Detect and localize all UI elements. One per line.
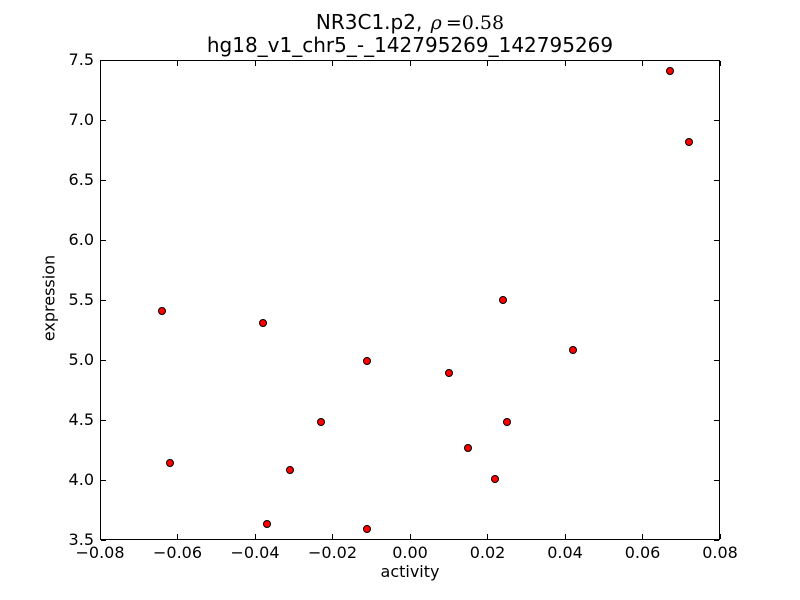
x-tick-label: −0.06 bbox=[152, 543, 203, 562]
data-point bbox=[665, 66, 674, 75]
x-tick-mark bbox=[487, 534, 488, 539]
y-tick-mark bbox=[101, 359, 106, 361]
x-tick-mark bbox=[719, 534, 721, 539]
data-point bbox=[165, 459, 174, 468]
x-tick-mark bbox=[99, 534, 101, 539]
x-tick-label: 0.08 bbox=[702, 543, 738, 562]
x-tick-label: −0.02 bbox=[307, 543, 358, 562]
y-tick-label: 6.0 bbox=[68, 230, 94, 249]
title-gene-text: NR3C1.p2, bbox=[315, 10, 429, 34]
data-point bbox=[444, 369, 453, 378]
y-tick-label: 5.5 bbox=[68, 290, 94, 309]
y-tick-mark-right bbox=[714, 539, 719, 541]
y-tick-mark bbox=[101, 239, 106, 241]
data-point bbox=[685, 137, 693, 146]
x-tick-mark bbox=[254, 534, 256, 539]
chart-subtitle: hg18_v1_chr5_-_142795269_142795269 bbox=[206, 33, 614, 57]
x-tick-label: −0.08 bbox=[75, 543, 125, 562]
data-point bbox=[262, 520, 271, 529]
x-tick-mark bbox=[177, 534, 178, 539]
x-tick-mark-top bbox=[99, 61, 101, 66]
y-tick-mark bbox=[101, 539, 106, 541]
data-point bbox=[499, 296, 507, 304]
y-tick-label: 7.5 bbox=[68, 50, 94, 69]
y-tick-mark-right bbox=[714, 479, 719, 481]
y-tick-mark-right bbox=[714, 179, 719, 181]
y-tick-label: 4.0 bbox=[68, 470, 94, 489]
y-tick-mark bbox=[101, 299, 106, 301]
data-point bbox=[464, 443, 473, 452]
data-point bbox=[158, 306, 166, 315]
x-axis-label: activity bbox=[380, 562, 440, 581]
y-tick-label: 6.5 bbox=[68, 170, 94, 189]
x-tick-mark bbox=[332, 534, 333, 539]
x-tick-label: 0.04 bbox=[547, 543, 583, 562]
y-tick-mark bbox=[101, 419, 106, 421]
data-point bbox=[285, 466, 294, 475]
x-tick-mark bbox=[409, 534, 411, 539]
rho-symbol: ρ bbox=[430, 12, 442, 34]
data-point bbox=[363, 525, 372, 534]
chart-title-block: NR3C1.p2, ρ =0.58 hg18_v1_chr5_-_14279526… bbox=[100, 11, 720, 56]
x-tick-label: 0.00 bbox=[392, 543, 428, 562]
data-point bbox=[258, 318, 267, 327]
rho-value: =0.58 bbox=[445, 12, 505, 34]
data-point bbox=[363, 357, 372, 366]
y-tick-mark bbox=[101, 59, 106, 61]
x-tick-label: −0.04 bbox=[230, 543, 280, 562]
y-tick-mark-right bbox=[714, 59, 719, 61]
x-tick-mark-top bbox=[719, 61, 721, 66]
x-tick-mark-top bbox=[564, 61, 566, 66]
y-tick-mark-right bbox=[714, 419, 719, 421]
y-tick-mark bbox=[101, 119, 106, 121]
plot-area bbox=[99, 59, 721, 541]
y-tick-label: 3.5 bbox=[68, 530, 94, 549]
chart-title: NR3C1.p2, ρ =0.58 bbox=[100, 11, 720, 34]
x-tick-label: 0.02 bbox=[469, 543, 506, 562]
x-tick-mark bbox=[564, 534, 566, 539]
y-tick-mark-right bbox=[714, 359, 719, 361]
x-tick-mark-top bbox=[409, 61, 411, 66]
title-rho-expression: ρ =0.58 bbox=[429, 12, 504, 34]
x-tick-mark-top bbox=[254, 61, 256, 66]
y-tick-mark-right bbox=[714, 299, 719, 301]
y-tick-label: 7.0 bbox=[68, 110, 94, 129]
y-tick-label: 5.0 bbox=[68, 350, 94, 369]
x-tick-mark-top bbox=[487, 61, 488, 66]
y-tick-mark-right bbox=[714, 239, 719, 241]
y-tick-label: 4.5 bbox=[68, 410, 94, 429]
y-tick-mark-right bbox=[714, 119, 719, 121]
data-point bbox=[316, 418, 325, 427]
data-point bbox=[491, 474, 500, 483]
y-tick-mark bbox=[101, 479, 106, 481]
y-tick-mark bbox=[101, 179, 106, 181]
x-tick-mark-top bbox=[332, 61, 333, 66]
x-tick-mark bbox=[642, 534, 643, 539]
x-tick-mark-top bbox=[177, 61, 178, 66]
data-point bbox=[502, 418, 511, 427]
data-point bbox=[568, 346, 577, 355]
x-tick-mark-top bbox=[642, 61, 643, 66]
x-tick-label: 0.06 bbox=[624, 543, 661, 562]
